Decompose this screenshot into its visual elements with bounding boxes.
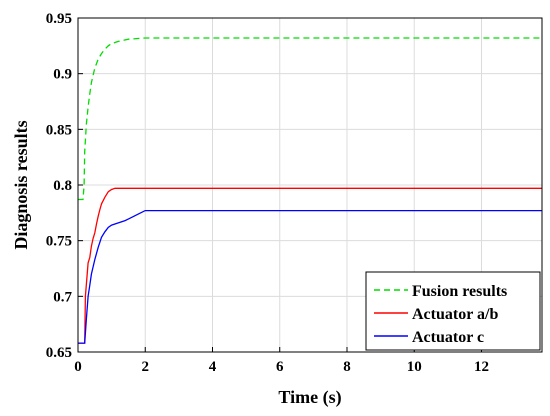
x-axis-label: Time (s) — [278, 387, 341, 408]
legend-label: Actuator c — [412, 329, 484, 346]
x-tick-label: 10 — [407, 359, 422, 375]
x-tick-label: 0 — [74, 359, 82, 375]
y-tick-label: 0.65 — [46, 345, 72, 361]
y-tick-label: 0.9 — [53, 67, 72, 83]
x-tick-label: 4 — [209, 359, 217, 375]
y-tick-label: 0.85 — [46, 122, 72, 138]
legend-label: Fusion results — [412, 283, 507, 300]
x-tick-label: 12 — [474, 359, 489, 375]
y-tick-label: 0.7 — [53, 289, 72, 305]
series-line — [78, 209, 542, 344]
x-tick-label: 6 — [276, 359, 284, 375]
legend-label: Actuator a/b — [412, 306, 498, 323]
legend: Fusion results Actuator a/b Actuator c — [365, 271, 541, 351]
axis-ticks: 0 2 4 6 8 10 12 0.65 0.7 0.75 0.8 0.85 0.9 0.95 — [46, 11, 489, 375]
y-tick-label: 0.75 — [46, 234, 72, 250]
series-line — [78, 187, 542, 344]
series-lines — [78, 37, 542, 344]
x-tick-label: 2 — [141, 359, 149, 375]
series-line — [78, 37, 542, 201]
legend-box — [365, 271, 541, 351]
grid — [78, 18, 542, 352]
y-axis-label: Diagnosis results — [11, 120, 31, 249]
y-tick-label: 0.95 — [46, 11, 72, 27]
y-tick-label: 0.8 — [53, 178, 72, 194]
x-tick-label: 8 — [343, 359, 351, 375]
